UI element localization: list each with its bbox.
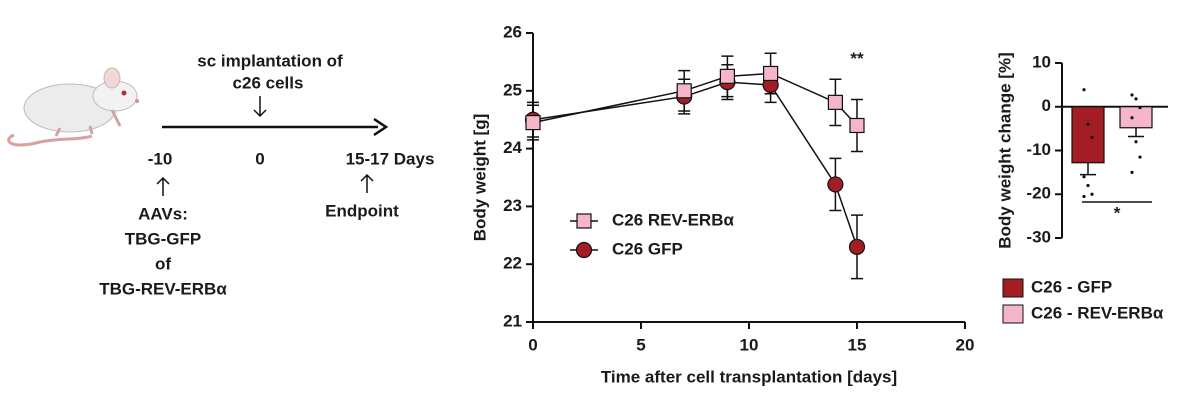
data-point	[1138, 155, 1142, 159]
legend-label: C26 - REV-ERBα	[1031, 303, 1164, 322]
marker	[719, 68, 736, 84]
annotation: *	[1114, 203, 1121, 222]
data-point	[1130, 93, 1134, 97]
y-axis-label: Body weight [g]	[470, 114, 489, 241]
data-point	[1134, 140, 1138, 144]
series-line	[532, 81, 858, 248]
diagram-text: AAVs:	[138, 204, 188, 223]
x-tick-label: 5	[636, 335, 645, 354]
data-point	[1082, 88, 1086, 92]
data-point	[1086, 183, 1090, 188]
y-axis-label: Body weight change [%]	[995, 52, 1014, 248]
marker	[762, 65, 779, 82]
data-point	[1090, 135, 1094, 139]
y-tick-label: 10	[1032, 52, 1051, 71]
marker	[827, 94, 844, 110]
y-tick-label: 25	[503, 80, 522, 99]
diagram-text: -10	[148, 149, 173, 168]
diagram-text: Endpoint	[325, 201, 399, 220]
bar	[1071, 106, 1105, 164]
data-point	[1134, 97, 1138, 101]
timeline	[156, 96, 389, 196]
marker	[525, 114, 541, 131]
bar	[1119, 106, 1153, 129]
marker	[848, 238, 866, 255]
legend-swatch	[1002, 304, 1024, 324]
diagram-text: TBG-GFP	[125, 229, 202, 248]
error-bar	[1128, 127, 1144, 138]
x-tick-label: 20	[956, 335, 975, 354]
y-tick-label: -20	[1026, 184, 1051, 203]
x-axis-label: Time after cell transplantation [days]	[601, 367, 897, 386]
data-point	[1130, 170, 1134, 174]
diagram-text: of	[155, 254, 171, 273]
legend-marker	[576, 213, 592, 229]
diagram-text: sc implantation of	[197, 51, 343, 70]
y-tick-label: 26	[503, 22, 522, 41]
legend-label: C26 REV-ERBα	[612, 210, 734, 229]
y-tick-label: 21	[503, 311, 522, 330]
y-tick-label: 22	[503, 254, 522, 273]
error-bar	[1080, 162, 1096, 176]
diagram-text: c26 cells	[233, 73, 304, 92]
y-tick-label: 0	[1042, 96, 1051, 115]
data-point	[1086, 122, 1090, 126]
series-line	[532, 72, 858, 126]
y-tick-label: -30	[1026, 227, 1051, 246]
data-point	[1082, 194, 1086, 199]
diagram-text: TBG-REV-ERBα	[99, 279, 227, 298]
data-point	[1090, 192, 1094, 196]
annotation: **	[850, 49, 864, 68]
mouse-icon	[7, 67, 139, 147]
diagram-text: 15-17 Days	[346, 149, 435, 168]
x-tick-label: 0	[528, 335, 537, 354]
legend-marker	[575, 241, 593, 259]
data-point	[1138, 106, 1142, 110]
marker	[676, 83, 692, 99]
marker	[849, 117, 865, 134]
data-point	[1130, 116, 1134, 120]
y-tick-label: 23	[503, 196, 522, 215]
legend-label: C26 GFP	[612, 239, 683, 258]
data-point	[1082, 175, 1086, 179]
diagram-text: 0	[255, 149, 264, 168]
legend-label: C26 - GFP	[1031, 277, 1112, 296]
y-tick-label: 24	[503, 138, 522, 157]
x-tick-label: 10	[740, 335, 759, 354]
marker	[827, 176, 844, 193]
y-tick-label: -10	[1026, 140, 1051, 159]
x-tick-label: 15	[848, 335, 867, 354]
legend-swatch	[1002, 278, 1024, 298]
